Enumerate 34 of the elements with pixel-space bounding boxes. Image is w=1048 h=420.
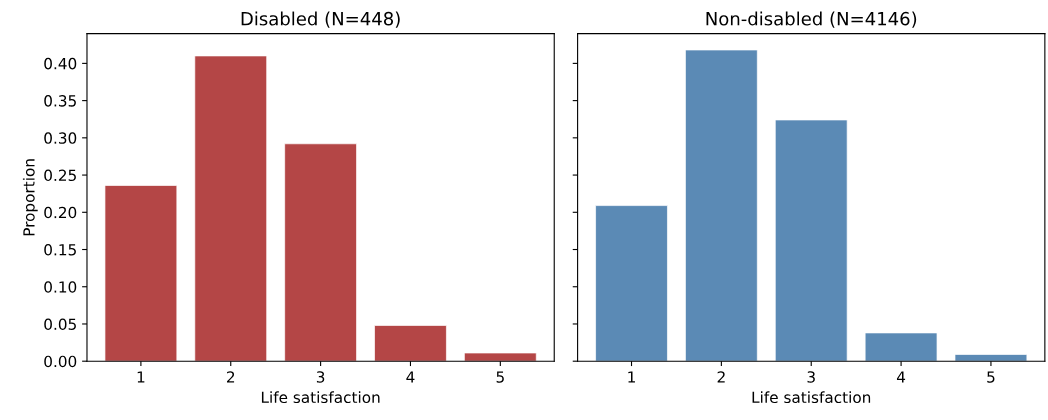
x-tick-label: 4 <box>896 371 906 383</box>
bar <box>595 205 668 362</box>
y-tick-label: 0.35 <box>44 95 76 107</box>
y-tick-label: 0.30 <box>44 132 77 144</box>
x-tick-label: 5 <box>987 371 995 383</box>
bar <box>774 119 848 362</box>
y-tick-label: 0.25 <box>44 169 76 182</box>
x-tick-label: 3 <box>807 371 815 383</box>
chart-title: Non-disabled (N=4146) <box>706 11 917 28</box>
x-axis-title: Life satisfaction <box>752 391 871 404</box>
bar <box>194 55 268 362</box>
bar <box>104 185 178 362</box>
y-tick-label: 0.10 <box>44 281 77 293</box>
bar <box>374 325 447 362</box>
x-tick-label: 3 <box>316 371 325 383</box>
bar <box>685 49 758 362</box>
bar <box>864 332 938 362</box>
x-tick-label: 4 <box>406 371 415 383</box>
x-tick-label: 1 <box>137 371 145 383</box>
x-tick-label: 1 <box>628 371 635 383</box>
x-tick-label: 5 <box>496 371 504 383</box>
bar <box>954 354 1028 362</box>
y-tick-label: 0.40 <box>44 57 77 70</box>
bar <box>464 352 537 362</box>
y-tick-label: 0.15 <box>44 243 76 256</box>
x-axis-title: Life satisfaction <box>261 391 380 404</box>
y-axis-title: Proportion <box>22 159 38 236</box>
x-tick-label: 2 <box>717 371 725 383</box>
y-tick-label: 0.00 <box>44 355 77 368</box>
y-tick-label: 0.20 <box>44 206 77 219</box>
chart-title: Disabled (N=448) <box>241 11 400 28</box>
bar <box>284 143 357 362</box>
x-tick-label: 2 <box>227 371 235 383</box>
y-tick-label: 0.05 <box>44 318 76 330</box>
